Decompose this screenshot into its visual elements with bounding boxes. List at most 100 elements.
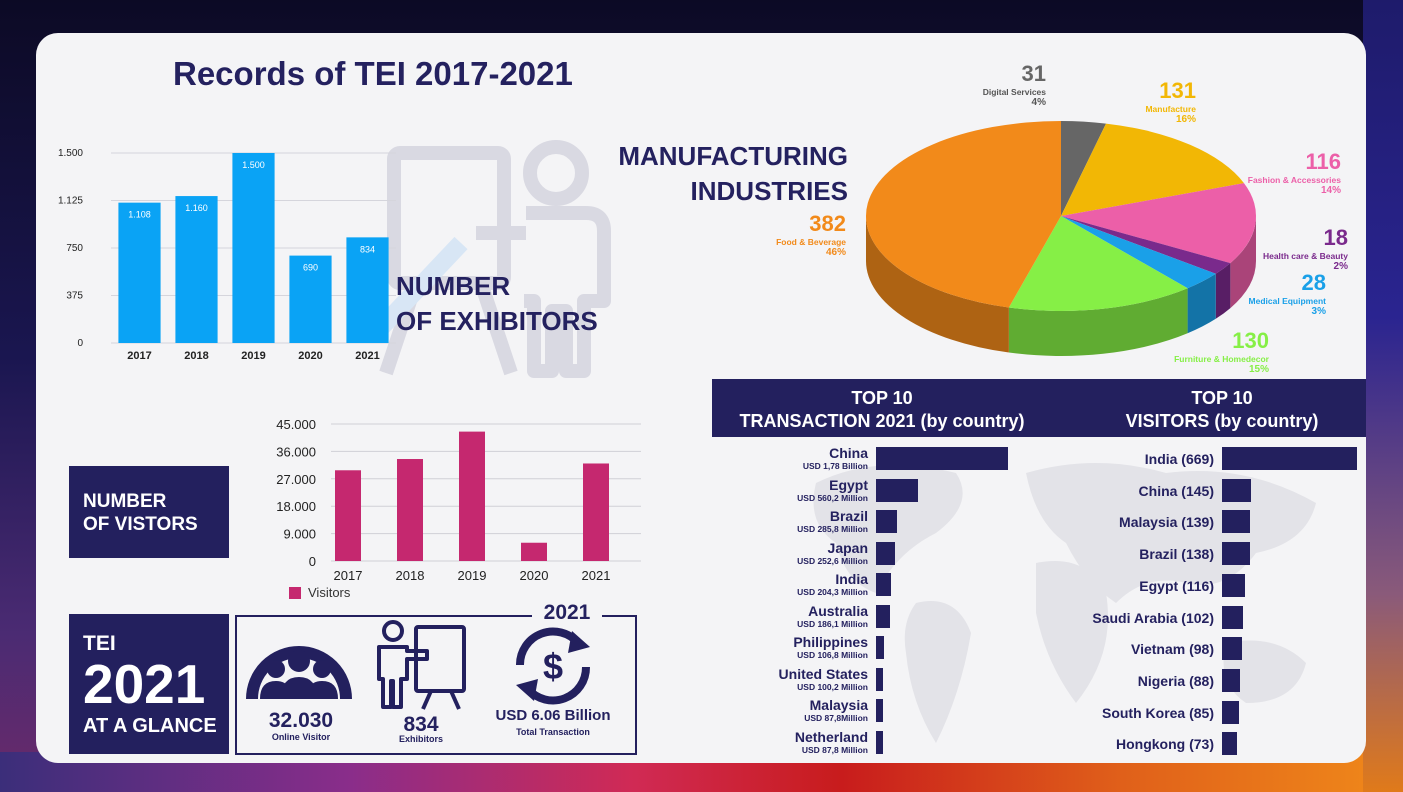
- visitors-chart: 0 9.000 18.000 27.000 36.000 45.000 2017 2018 2…: [276, 417, 641, 600]
- pie-slice: [865, 121, 1061, 308]
- transaction-heading-line1: TOP 10: [851, 388, 913, 408]
- exhibitors-heading-line1: NUMBER: [396, 271, 511, 301]
- visitors-tick-label: 0: [309, 554, 316, 569]
- pie-name: Food & Beverage: [776, 237, 846, 247]
- transaction-amount: USD 204,3 Million: [797, 587, 868, 597]
- pie-label-health: 18 Health care & Beauty 2%: [1236, 225, 1348, 272]
- top-visitors-country: China (145): [1138, 482, 1214, 499]
- top-visitors-country: South Korea (85): [1101, 704, 1214, 721]
- top-visitors-bar: [1222, 605, 1243, 629]
- visitors-tick-label: 27.000: [276, 472, 316, 487]
- exhibitors-heading-line2: OF EXHIBITORS: [396, 306, 598, 336]
- presenter-watermark-icon: [369, 140, 611, 378]
- pie-slice-side: [1187, 273, 1216, 334]
- visitors-heading-line2: OF VISTORS: [83, 514, 198, 535]
- transaction-amount: USD 100,2 Million: [797, 681, 868, 692]
- transaction-bar: [876, 636, 884, 659]
- pie-label-food: 382 Food & Beverage 46%: [761, 211, 846, 258]
- visitors-heading: NUMBER OF VISTORS: [83, 490, 198, 536]
- exhibitors-tick-label: 0: [77, 338, 83, 349]
- transaction-country: Egypt: [829, 476, 868, 493]
- transaction-bar: [876, 667, 884, 691]
- pie-value: 116: [1305, 149, 1342, 174]
- glance-online-label: Online Visitor: [271, 732, 331, 742]
- glance-online-value: 32.030: [268, 709, 334, 732]
- glance-transaction-label: Total Transaction: [516, 727, 590, 737]
- transaction-amount: USD 560,2 Million: [797, 492, 868, 503]
- exhibitors-tick-label: 375: [66, 291, 83, 302]
- glance-title-box: TEI 2021 AT A GLANCE: [69, 614, 229, 754]
- pie-pct: 46%: [825, 247, 846, 258]
- transaction-amount: USD 106,8 Million: [797, 650, 868, 660]
- transaction-bar: [876, 604, 890, 628]
- transaction-bar: [876, 699, 883, 722]
- transaction-country: Malaysia: [809, 697, 868, 713]
- pie-label-digital: 31 Digital Services 4%: [966, 61, 1046, 108]
- pie-name: Manufacture: [1145, 104, 1196, 114]
- visitors-category-label: 2018: [396, 568, 425, 583]
- visitors-heading-box: NUMBER OF VISTORS: [69, 466, 229, 558]
- visitors-category-label: 2017: [334, 568, 363, 583]
- top-visitors-country: Vietnam (98): [1131, 641, 1214, 658]
- pie-value: 131: [1159, 78, 1196, 103]
- pie-pct: 15%: [1248, 364, 1269, 375]
- visitors-tick-label: 9.000: [283, 527, 316, 542]
- glance-tei: TEI: [83, 632, 116, 655]
- pie-slice: [1061, 123, 1244, 216]
- transaction-bar: [876, 730, 883, 754]
- pie-value: 28: [1301, 270, 1326, 295]
- visitors-category-label: 2020: [520, 568, 549, 583]
- pie-pct: 3%: [1311, 306, 1326, 317]
- exhibitors-category-label: 2017: [127, 350, 151, 362]
- pie-slice-side: [866, 216, 1009, 353]
- industries-pie-chart: [865, 121, 1256, 356]
- pie-name: Fashion & Accessories: [1247, 175, 1341, 185]
- top-visitors-bar: [1222, 700, 1240, 724]
- top-visitors-country: Egypt (116): [1139, 577, 1214, 594]
- transaction-country: Philippines: [793, 634, 868, 650]
- exhibitors-bar: [118, 202, 161, 343]
- exhibitors-category-label: 2019: [241, 350, 265, 362]
- exhibitors-bar-label: 690: [303, 263, 318, 273]
- exhibitors-category-label: 2020: [298, 350, 322, 362]
- top-visitors-bar: [1222, 668, 1240, 692]
- pie-slice-side: [1215, 263, 1231, 319]
- top-visitors-heading: TOP 10 VISITORS (by country): [1102, 387, 1342, 433]
- visitors-bar: [397, 459, 423, 561]
- exhibitors-bar: [175, 196, 218, 343]
- top-visitors-country: Malaysia (139): [1119, 514, 1214, 531]
- top-visitors-country: Nigeria (88): [1137, 672, 1214, 689]
- glance-exhibitors-value: 834: [403, 713, 439, 736]
- glance-year: 2021: [83, 653, 206, 715]
- pie-pct: 16%: [1175, 114, 1196, 125]
- transaction-amount: USD 1,78 Billion: [802, 461, 868, 471]
- top-visitors-heading-line1: TOP 10: [1191, 388, 1253, 408]
- top-visitors-bar: [1222, 447, 1357, 470]
- exhibitors-bar-label: 834: [360, 244, 375, 254]
- top-visitors-bar: [1222, 542, 1250, 566]
- top-visitors-bar: [1222, 510, 1251, 534]
- pie-slice-side: [1230, 216, 1256, 309]
- pie-label-fashion: 116 Fashion & Accessories 14%: [1231, 149, 1341, 196]
- pie-pct: 2%: [1333, 261, 1348, 272]
- pie-name: Medical Equipment: [1248, 296, 1326, 306]
- pie-pct: 14%: [1320, 185, 1341, 196]
- industries-heading: MANUFACTURING INDUSTRIES: [610, 139, 848, 209]
- top-visitors-bar: [1222, 478, 1252, 502]
- transaction-country: Japan: [827, 539, 868, 556]
- pie-slice-side: [1008, 288, 1188, 356]
- exhibitors-category-label: 2021: [355, 350, 379, 362]
- infographic-card: Records of TEI 2017-2021 0 375 750 1.125 1.5…: [36, 33, 1366, 763]
- transaction-bar: [876, 447, 1008, 470]
- exhibitors-chart: 0 375 750 1.125 1.500 1.108 2017 1.160 2018 1.50…: [58, 148, 396, 362]
- exhibitors-heading: NUMBER OF EXHIBITORS: [396, 269, 598, 339]
- pie-slice: [1008, 216, 1188, 311]
- industries-heading-line1: MANUFACTURING: [618, 141, 848, 171]
- transaction-country: Brazil: [829, 508, 868, 524]
- top-visitors-country: Brazil (138): [1139, 546, 1214, 563]
- visitors-bar: [459, 431, 485, 561]
- pie-slice: [1061, 216, 1231, 274]
- exhibitors-bar-label: 1.160: [185, 203, 208, 213]
- visitors-tick-label: 18.000: [276, 499, 316, 514]
- top-visitors-country: Saudi Arabia (102): [1092, 609, 1214, 626]
